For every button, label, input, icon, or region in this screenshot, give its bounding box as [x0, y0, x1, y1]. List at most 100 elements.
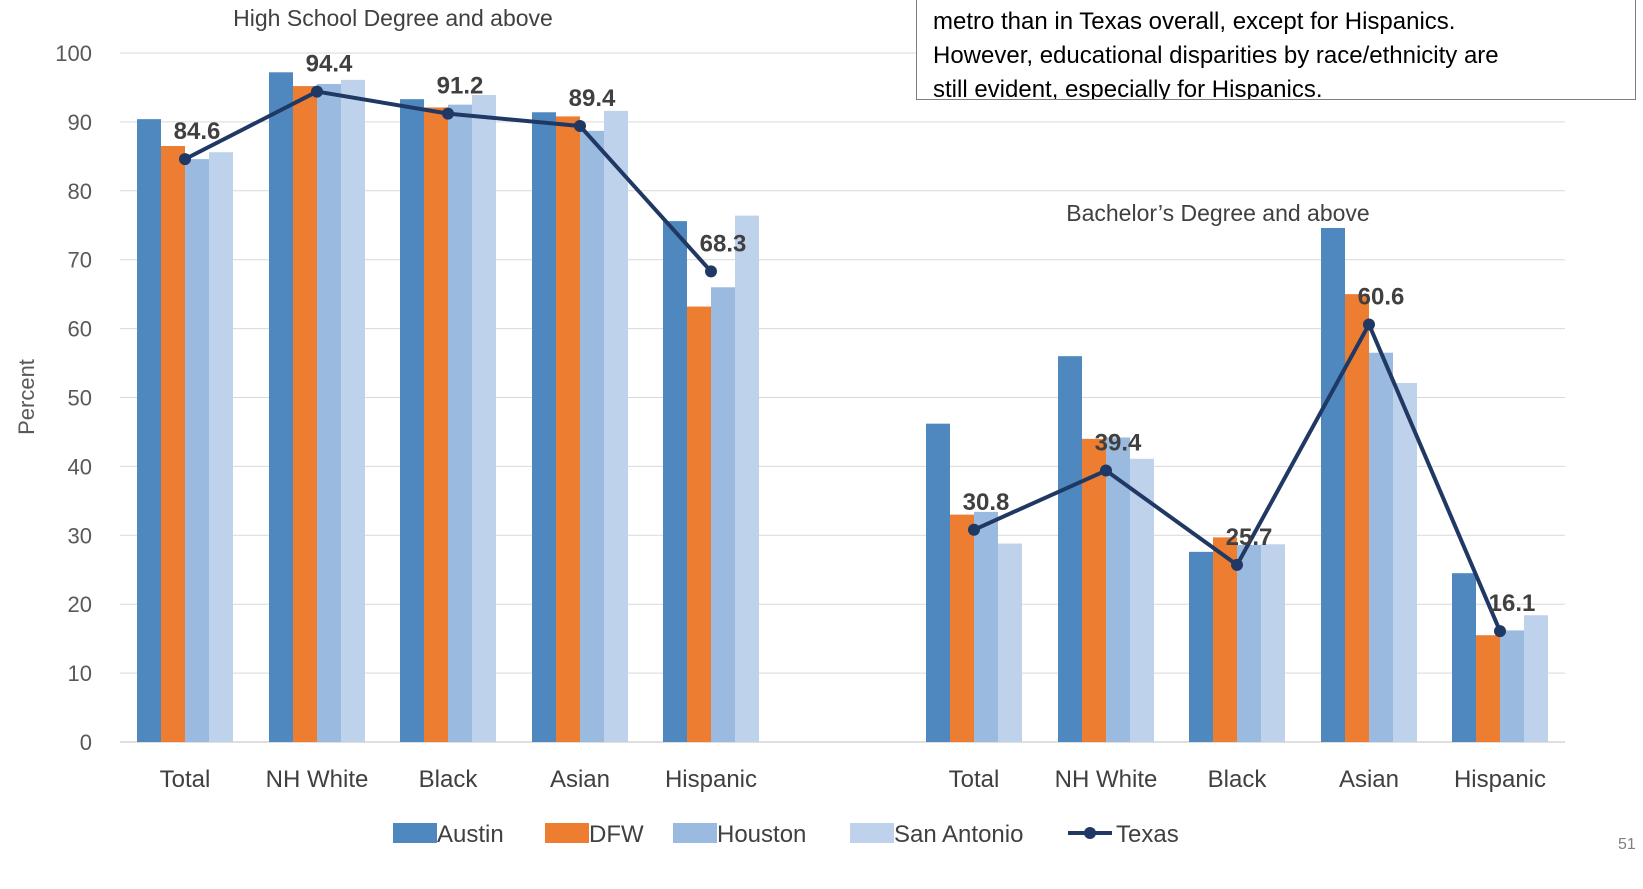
bar-houston [1369, 352, 1393, 742]
bar-san-antonio [998, 543, 1022, 742]
bar-dfw [950, 514, 974, 742]
texas-point [1231, 558, 1243, 571]
bar-houston [317, 84, 341, 742]
x-tick-label: Asian [550, 766, 610, 793]
callout-box: metro than in Texas overall, except for … [916, 0, 1636, 100]
legend-swatch-austin [393, 823, 437, 843]
texas-point [179, 153, 191, 166]
bar-dfw [293, 86, 317, 742]
panel-title: Bachelor’s Degree and above [1066, 200, 1369, 226]
y-tick-label: 70 [68, 248, 92, 273]
callout-line: metro than in Texas overall, except for … [933, 8, 1456, 35]
texas-point [968, 523, 980, 536]
bar-dfw [687, 306, 711, 742]
bar-dfw [1082, 438, 1106, 742]
texas-point [311, 85, 323, 98]
bar-san-antonio [1393, 383, 1417, 742]
bars [137, 72, 1548, 743]
texas-data-label: 39.4 [1095, 430, 1142, 457]
texas-point [1100, 464, 1112, 477]
bar-san-antonio [1524, 615, 1548, 742]
bar-austin [663, 221, 687, 743]
texas-lines [179, 85, 1506, 638]
texas-data-label: 94.4 [306, 51, 353, 78]
chart-text: 0 10 20 30 40 50 60 70 80 90 100 Percent Total NH Whi… [14, 5, 1546, 793]
y-tick-label: 40 [68, 454, 92, 479]
x-tick-label: Asian [1339, 766, 1399, 793]
y-tick-label: 30 [68, 523, 92, 548]
texas-data-label: 30.8 [963, 489, 1010, 516]
bar-san-antonio [341, 79, 365, 743]
texas-data-label: 91.2 [437, 73, 484, 100]
bar-dfw [161, 146, 185, 742]
x-tick-label: Hispanic [665, 766, 757, 793]
legend-marker-texas [1084, 827, 1096, 839]
y-tick-label: 50 [68, 386, 92, 411]
bar-houston [1237, 544, 1261, 742]
bar-austin [269, 72, 293, 743]
x-tick-label: Hispanic [1454, 766, 1546, 793]
bar-houston [580, 130, 604, 742]
x-tick-label: NH White [266, 766, 369, 793]
panel-title: High School Degree and above [233, 5, 553, 31]
texas-point [1363, 318, 1375, 331]
y-tick-label: 10 [68, 661, 92, 686]
callout-line: However, educational disparities by race… [933, 42, 1499, 69]
y-tick-label: 100 [55, 41, 92, 66]
bar-austin [1321, 228, 1345, 743]
legend-label: Austin [437, 821, 504, 848]
bar-san-antonio [1130, 458, 1154, 742]
bar-dfw [424, 107, 448, 742]
texas-data-label: 68.3 [700, 230, 747, 257]
bar-houston [711, 287, 735, 742]
bar-austin [137, 119, 161, 743]
x-tick-label: Black [1208, 766, 1268, 793]
bar-austin [1189, 551, 1213, 742]
x-tick-label: Total [160, 766, 211, 793]
texas-data-label: 60.6 [1358, 283, 1405, 310]
legend: Austin DFW Houston San Antonio Texas [393, 821, 1179, 848]
texas-data-label: 16.1 [1489, 590, 1536, 617]
bar-houston [1106, 437, 1130, 742]
bar-austin [400, 99, 424, 742]
legend-label: San Antonio [894, 821, 1023, 848]
x-tick-label: NH White [1055, 766, 1158, 793]
bar-austin [532, 112, 556, 742]
bar-san-antonio [604, 110, 628, 743]
texas-data-label: 25.7 [1226, 524, 1273, 551]
bar-dfw [1476, 635, 1500, 742]
bar-dfw [1213, 537, 1237, 742]
x-tick-label: Total [949, 766, 1000, 793]
texas-data-label: 84.6 [174, 118, 221, 145]
y-tick-label: 20 [68, 592, 92, 617]
bar-dfw [556, 116, 580, 742]
bar-houston [1500, 630, 1524, 742]
x-tick-label: Black [419, 766, 479, 793]
texas-point [705, 265, 717, 278]
bar-dfw [1345, 294, 1369, 742]
bar-austin [1452, 573, 1476, 742]
page-number: 51 [1618, 836, 1636, 853]
legend-label: DFW [589, 821, 644, 848]
legend-swatch-san-antonio [850, 823, 894, 843]
bar-san-antonio [472, 95, 496, 743]
legend-swatch-dfw [545, 823, 589, 843]
legend-label: Texas [1116, 821, 1179, 848]
texas-point [1494, 625, 1506, 638]
texas-point [442, 107, 454, 120]
bar-austin [926, 423, 950, 742]
bar-houston [185, 159, 209, 742]
y-tick-label: 0 [80, 730, 92, 755]
y-tick-label: 80 [68, 179, 92, 204]
texas-point [574, 120, 586, 133]
bar-houston [974, 511, 998, 742]
y-tick-label: 90 [68, 110, 92, 135]
legend-label: Houston [717, 821, 806, 848]
y-tick-label: 60 [68, 317, 92, 342]
bar-houston [448, 104, 472, 743]
bar-austin [1058, 356, 1082, 742]
texas-data-label: 89.4 [569, 85, 616, 112]
callout-line: still evident, especially for Hispanics. [933, 76, 1323, 100]
bar-san-antonio [209, 152, 233, 742]
